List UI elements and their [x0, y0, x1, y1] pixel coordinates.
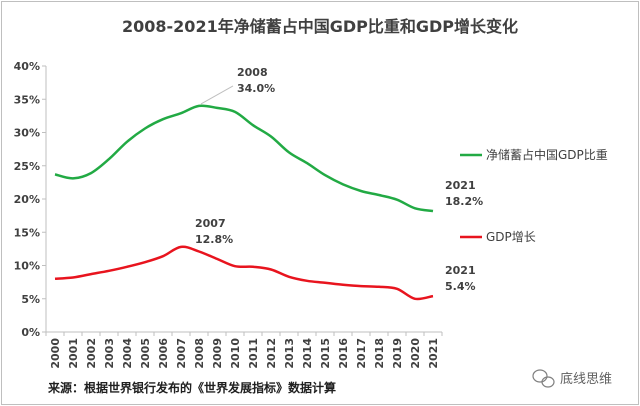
x-tick-label: 2019 [391, 338, 404, 369]
x-tick-label: 2013 [283, 338, 296, 369]
x-tick-label: 2015 [319, 338, 332, 369]
x-tick-label: 2006 [157, 338, 170, 369]
x-tick-label: 2017 [355, 338, 368, 369]
x-tick-label: 2020 [409, 338, 422, 369]
x-tick-label: 2008 [193, 338, 206, 369]
legend-label-0: 净储蓄占中国GDP比重 [486, 147, 608, 162]
wechat-icon [532, 369, 555, 388]
x-tick-label: 2012 [265, 338, 278, 369]
x-tick-label: 2003 [103, 338, 116, 369]
x-tick-label: 2002 [85, 338, 98, 369]
watermark-text: 底线思维 [560, 371, 612, 387]
annotation-year: 2007 [195, 217, 226, 230]
x-tick-label: 2007 [175, 338, 188, 369]
y-tick-label: 10% [14, 260, 40, 273]
y-tick-label: 0% [21, 326, 40, 339]
annotation-year: 2021 [445, 264, 476, 277]
annotation-value: 18.2% [445, 195, 483, 208]
x-tick-label: 2001 [67, 338, 80, 369]
x-tick-label: 2009 [211, 338, 224, 369]
series-line-1 [54, 245, 434, 301]
x-tick-label: 2021 [427, 338, 440, 369]
y-tick-label: 20% [14, 193, 40, 206]
y-tick-label: 30% [14, 127, 40, 140]
annotation-leader [200, 85, 234, 105]
x-axis: 2000 2001 2002 2003 2004 2005 2006 2007 2008 2009… [45, 331, 443, 369]
annotation-value: 34.0% [237, 82, 275, 95]
x-tick-label: 2014 [301, 338, 314, 369]
y-tick-label: 15% [14, 226, 40, 239]
y-tick-label: 40% [14, 60, 40, 73]
annotations: 2008 34.0% 2021 18.2% 2007 12.8% 2021 5.4% [195, 66, 483, 293]
y-tick-label: 5% [21, 293, 40, 306]
legend: 净储蓄占中国GDP比重 GDP增长 [460, 147, 608, 244]
annotation-value: 12.8% [195, 233, 233, 246]
annotation-year: 2021 [445, 179, 476, 192]
series-line-0 [54, 104, 434, 213]
chart-title: 2008-2021年净储蓄占中国GDP比重和GDP增长变化 [122, 17, 518, 36]
y-axis: 0% 5% 10% 15% 20% 25% 30% 35% 40% [14, 60, 47, 339]
x-tick-label: 2000 [49, 338, 62, 369]
x-tick-label: 2004 [121, 338, 134, 369]
x-tick-label: 2011 [247, 338, 260, 369]
y-tick-label: 25% [14, 160, 40, 173]
legend-label-1: GDP增长 [486, 230, 536, 244]
x-tick-label: 2005 [139, 338, 152, 369]
annotation-value: 5.4% [445, 280, 476, 293]
series-lines [54, 104, 434, 301]
watermark: 底线思维 [532, 369, 612, 388]
source-note: 来源：根据世界银行发布的《世界发展指标》数据计算 [47, 380, 336, 395]
x-tick-label: 2016 [337, 338, 350, 369]
x-tick-label: 2010 [229, 338, 242, 369]
x-tick-label: 2018 [373, 338, 386, 369]
annotation-year: 2008 [237, 66, 268, 79]
y-tick-label: 35% [14, 93, 40, 106]
